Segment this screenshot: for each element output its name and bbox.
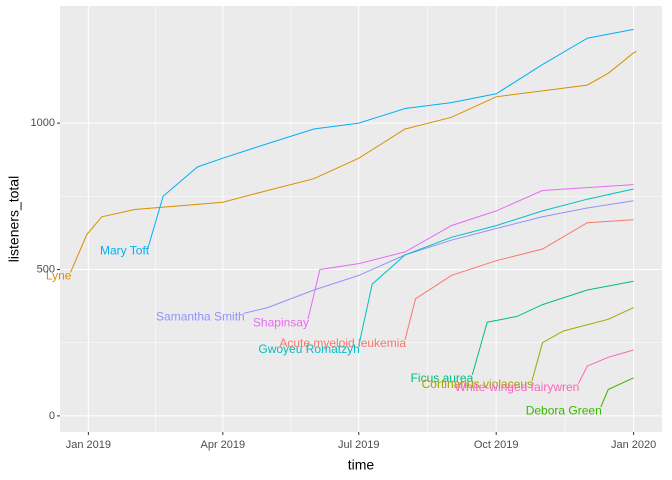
series-line (531, 307, 634, 381)
grid (60, 6, 662, 432)
x-tick-label: Oct 2019 (474, 439, 519, 451)
x-tick-label: Apr 2019 (200, 439, 245, 451)
y-tick-label: 0 (49, 410, 55, 422)
x-tick-label: Jan 2020 (611, 439, 656, 451)
series-label: Samantha Smith (156, 310, 245, 324)
y-axis-title: listeners_total (6, 176, 22, 262)
series-label: Gwoyeu Romatzyh (258, 342, 359, 356)
series-label: Mary Toft (100, 244, 150, 258)
series-line (307, 184, 634, 320)
x-tick-label: Jan 2019 (66, 439, 111, 451)
y-tick-label: 500 (37, 263, 55, 275)
series-label: Cortinarius violaceus (422, 377, 533, 391)
series-line (577, 349, 634, 384)
x-tick-label: Jul 2019 (338, 439, 380, 451)
series-label: Shapinsay (253, 315, 309, 329)
series-label: Lyne (46, 269, 72, 283)
series-label: Debora Green (526, 403, 602, 417)
lines (70, 28, 637, 408)
labels: Lyne Mary Toft Samantha Smith Shapinsay Acut… (46, 244, 602, 418)
series-label: Ficus aurea (411, 371, 474, 385)
series-line (404, 219, 634, 340)
series-line (600, 377, 634, 408)
panel (60, 6, 662, 432)
series-line (358, 188, 634, 346)
series-line (471, 280, 634, 376)
series-line (243, 200, 634, 314)
series-line (147, 28, 634, 248)
series-line (70, 50, 637, 273)
series-label: White-winged fairywren (455, 380, 580, 394)
y-tick-label: 1000 (31, 117, 55, 129)
series-label: Acute myeloid leukemia (279, 336, 406, 350)
x-axis-title: time (348, 457, 375, 473)
